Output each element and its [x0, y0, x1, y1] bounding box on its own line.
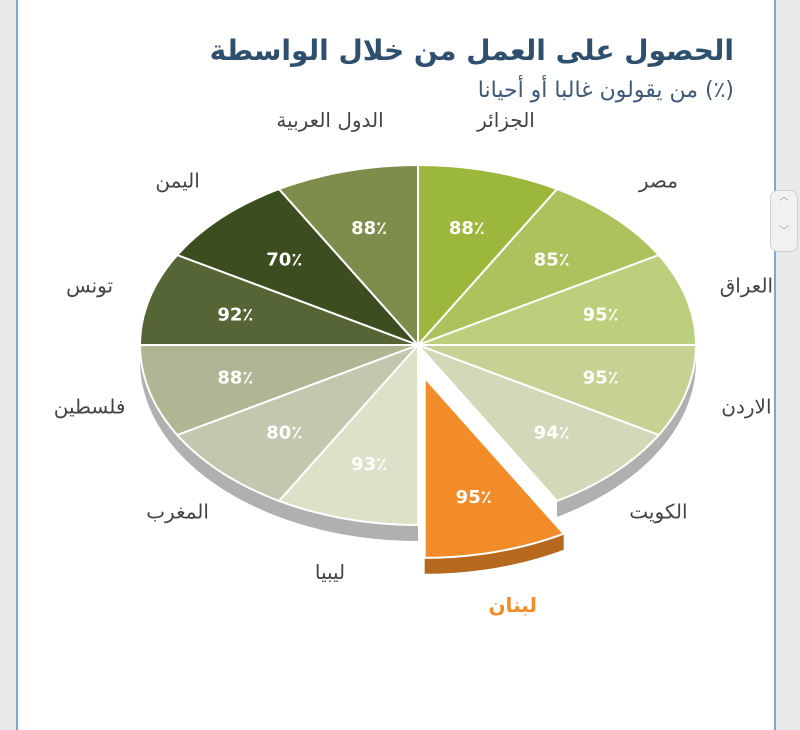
pie-slice-12	[277, 163, 419, 348]
slice-category-label: فلسطين	[54, 395, 126, 419]
pie-slice-1	[417, 163, 559, 348]
scroll-handle[interactable]: ︿ ﹀	[770, 190, 798, 252]
chevron-up-icon: ︿	[779, 192, 789, 203]
slice-category-label: ليبيا	[315, 560, 345, 584]
slice-value-label: 95٪	[583, 368, 619, 389]
slice-category-label: الاردن	[721, 395, 771, 419]
slice-value-label: 88٪	[351, 218, 387, 239]
slice-category-label: الدول العربية	[276, 108, 383, 132]
slice-value-label: 95٪	[456, 487, 492, 508]
slice-category-label: تونس	[66, 273, 113, 297]
pie-slice-side-7	[279, 500, 418, 541]
slice-value-label: 70٪	[266, 250, 302, 271]
slice-value-label: 95٪	[583, 304, 619, 325]
slice-category-label: لبنان	[488, 593, 536, 617]
slice-value-label: 92٪	[217, 304, 253, 325]
slice-category-label: مصر	[638, 169, 678, 193]
slice-category-label: الجزائر	[476, 108, 535, 132]
chart-subtitle: (٪) من يقولون غالبا أو أحيانا	[477, 78, 734, 103]
slice-value-label: 93٪	[351, 454, 387, 475]
pie-slice-9	[138, 344, 419, 437]
slice-value-label: 85٪	[534, 250, 570, 271]
pie-top-layer	[138, 163, 698, 559]
pie-slice-side-5	[557, 435, 659, 517]
slice-value-label: 94٪	[534, 423, 570, 444]
slice-category-label: العراق	[720, 273, 773, 297]
pie-slice-7	[277, 342, 419, 527]
pie-slice-10	[138, 253, 419, 346]
slice-category-label: المغرب	[146, 500, 209, 524]
chevron-down-icon: ﹀	[779, 226, 789, 237]
slice-value-label: 80٪	[266, 423, 302, 444]
pie-slice-2	[417, 187, 661, 346]
pie-slice-5	[417, 344, 661, 503]
pie-slice-4	[417, 344, 698, 437]
slice-value-label: 88٪	[449, 218, 485, 239]
pie-slice-11	[175, 187, 419, 346]
pie-label-layer: 88٪ الجزائر 85٪ مصر 95٪ العراق 95٪ الاردن 94٪ الك…	[54, 108, 773, 617]
pie-slice-3	[417, 253, 698, 346]
slice-category-label: الكويت	[629, 500, 687, 524]
pie-slice-6	[423, 375, 566, 559]
slice-category-label: اليمن	[155, 169, 199, 193]
pie-slice-side-6	[424, 533, 564, 574]
slice-value-label: 88٪	[217, 368, 253, 389]
chart-title: الحصول على العمل من خلال الواسطة	[209, 34, 734, 67]
pie-slice-8	[175, 344, 419, 503]
pie-slice-side-8	[177, 435, 279, 517]
